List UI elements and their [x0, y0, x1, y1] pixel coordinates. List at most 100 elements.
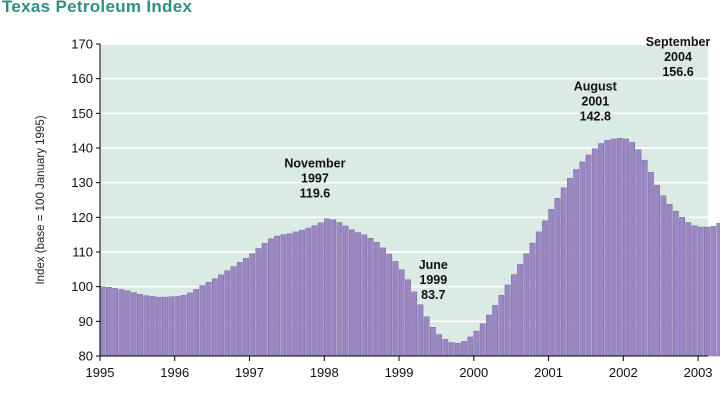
bar: [591, 148, 598, 357]
y-tick-label: 80: [79, 349, 93, 364]
bar: [380, 247, 386, 357]
bar: [579, 161, 586, 357]
bar: [423, 316, 430, 357]
annotation-label: 142.8: [580, 110, 611, 124]
bar: [143, 295, 150, 357]
annotation-label: 2004: [664, 50, 692, 64]
x-tick-label: 1998: [310, 365, 339, 380]
y-tick-label: 160: [71, 71, 93, 86]
bar: [205, 281, 212, 357]
bar: [629, 142, 636, 357]
annotations: November1997119.6June199983.7August20011…: [284, 35, 710, 302]
x-tick-label: 1999: [385, 365, 414, 380]
bar: [367, 237, 374, 357]
bar: [704, 226, 710, 357]
y-tick-labels: 80 90 100 110 120 130 140 150 160 170: [71, 37, 93, 364]
bar: [635, 149, 642, 357]
bar: [137, 294, 143, 357]
bar: [679, 217, 685, 357]
bar: [330, 219, 337, 357]
x-tick-label: 1995: [86, 365, 115, 380]
bar: [211, 278, 218, 357]
bar: [542, 220, 548, 357]
annotation-label: September: [646, 35, 711, 49]
bar: [193, 289, 199, 357]
bar: [174, 296, 181, 357]
bar: [498, 295, 505, 357]
bar: [567, 177, 573, 357]
bar: [361, 234, 368, 357]
bar: [106, 287, 112, 357]
y-tick-label: 120: [71, 210, 93, 225]
annotation-label: 1999: [419, 273, 447, 287]
bar: [386, 253, 393, 357]
y-tick-label: 130: [71, 175, 93, 190]
bar: [99, 286, 106, 357]
bar: [616, 138, 623, 357]
bar: [417, 304, 424, 357]
bar: [573, 169, 580, 357]
x-tick-label: 1996: [160, 365, 189, 380]
bar: [292, 231, 299, 357]
bar: [373, 242, 380, 357]
bar: [448, 342, 455, 357]
annotation-label: 83.7: [421, 288, 445, 302]
bar: [317, 222, 324, 357]
bar: [666, 203, 673, 357]
bar: [311, 225, 318, 357]
bars: [99, 138, 720, 357]
bar: [299, 229, 305, 357]
bar: [249, 253, 256, 357]
y-tick-label: 90: [79, 314, 93, 329]
bar: [187, 292, 193, 357]
x-tick-label: 1997: [235, 365, 264, 380]
bar: [654, 184, 660, 357]
bar: [697, 226, 704, 357]
annotation-label: 119.6: [300, 187, 331, 201]
bar: [280, 234, 287, 357]
bar: [504, 284, 511, 357]
bar: [585, 154, 592, 357]
bar: [461, 341, 467, 357]
bar: [261, 243, 268, 357]
bar: [436, 334, 442, 357]
bar: [255, 248, 262, 357]
bar: [641, 159, 648, 357]
bar: [305, 227, 312, 357]
axes: [96, 43, 708, 361]
annotation-label: 2001: [581, 95, 609, 109]
bar: [268, 238, 274, 357]
bar: [162, 296, 168, 357]
annotation-label: 156.6: [662, 65, 693, 79]
bar: [180, 295, 187, 357]
bar: [623, 138, 629, 357]
annotation-label: June: [419, 258, 448, 272]
bar: [560, 187, 567, 357]
bar: [155, 296, 162, 357]
bar: [685, 222, 692, 357]
y-axis-label: Index (base = 100 January 1995): [35, 115, 47, 284]
bar: [349, 229, 355, 357]
bar: [336, 222, 343, 357]
bar: [411, 291, 418, 357]
annotation-label: November: [284, 157, 345, 171]
bar: [554, 198, 561, 357]
bar: [218, 274, 224, 357]
bar: [236, 262, 243, 357]
bar: [243, 258, 249, 357]
bar: [648, 172, 654, 357]
bar: [535, 231, 542, 357]
bar: [405, 279, 411, 357]
x-tick-label: 2003: [684, 365, 713, 380]
bar: [199, 285, 206, 357]
bar: [130, 292, 137, 357]
bar: [492, 305, 499, 357]
bar: [467, 336, 474, 357]
x-tick-labels: 1995199619971998199920002001200220032004: [86, 365, 713, 380]
bar: [716, 223, 720, 357]
bar: [168, 296, 175, 357]
y-tick-label: 140: [71, 141, 93, 156]
bar: [604, 140, 611, 357]
bar: [479, 323, 486, 357]
bar: [486, 314, 492, 357]
